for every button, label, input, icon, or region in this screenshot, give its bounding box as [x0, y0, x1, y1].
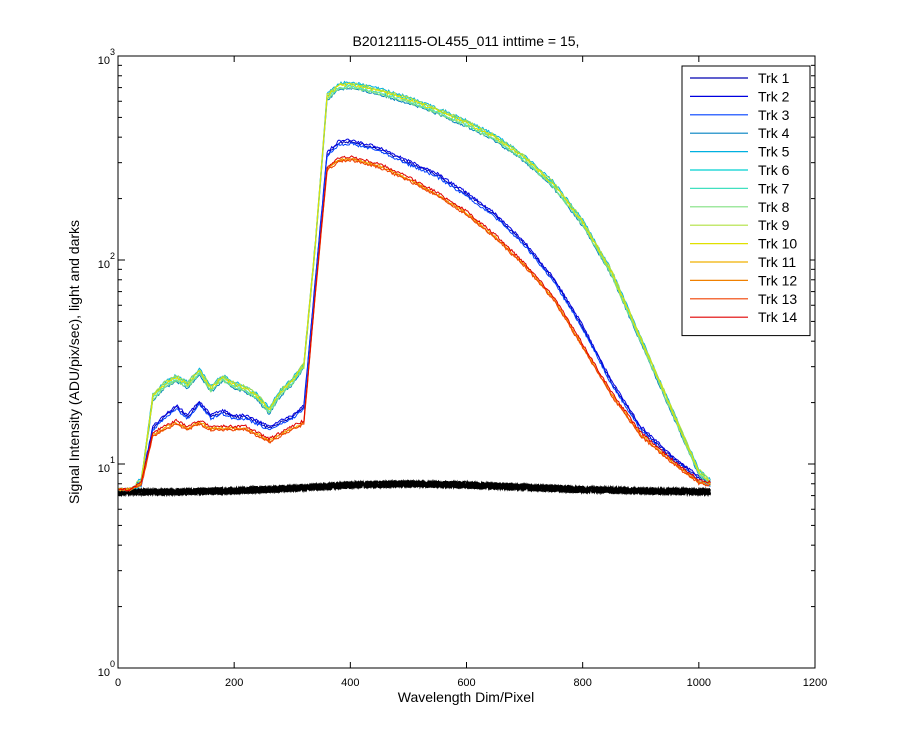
legend-label: Trk 10	[758, 236, 797, 252]
dark-frame-line	[117, 479, 711, 498]
y-tick-exponent: 0	[110, 659, 115, 669]
legend-label: Trk 3	[758, 107, 790, 123]
y-tick-exponent: 3	[110, 47, 115, 57]
series-line-9	[117, 82, 711, 492]
y-axis-label: Signal Intensity (ADU/pix/sec), light an…	[66, 220, 82, 504]
legend-label: Trk 14	[758, 309, 797, 325]
y-tick-label: 10	[98, 55, 110, 67]
series-line-3	[117, 142, 711, 491]
legend-label: Trk 4	[758, 125, 790, 141]
dark-frame-line	[117, 479, 711, 498]
legend-label: Trk 7	[758, 180, 790, 196]
x-tick-label: 800	[573, 677, 591, 689]
series-line-14	[117, 155, 711, 492]
x-tick-label: 600	[457, 677, 475, 689]
y-tick-exponent: 1	[110, 455, 115, 465]
x-tick-label: 1200	[803, 677, 827, 689]
x-axis: 0 200 400 600 800 1000 1200	[115, 56, 827, 689]
y-tick-label: 10	[98, 259, 110, 271]
x-tick-label: 1000	[687, 677, 711, 689]
y-tick-label: 10	[98, 667, 110, 679]
chart-title: B20121115-OL455_011 inttime = 15,	[353, 33, 580, 49]
legend-label: Trk 12	[758, 272, 797, 288]
legend-label: Trk 8	[758, 199, 790, 215]
series-line-2	[117, 138, 711, 492]
x-tick-label: 400	[341, 677, 359, 689]
series-line-10	[117, 82, 711, 492]
x-axis-label: Wavelength Dim/Pixel	[398, 689, 534, 705]
legend-label: Trk 1	[758, 70, 790, 86]
legend-label: Trk 5	[758, 144, 790, 160]
plot-area	[117, 80, 711, 498]
x-tick-label: 200	[225, 677, 243, 689]
y-tick-exponent: 2	[110, 251, 115, 261]
y-tick-label: 10	[98, 463, 110, 475]
legend-label: Trk 2	[758, 88, 790, 104]
legend-box	[681, 65, 811, 337]
legend-label: Trk 13	[758, 291, 797, 307]
legend-label: Trk 6	[758, 162, 790, 178]
legend-label: Trk 9	[758, 217, 790, 233]
legend: Trk 1 Trk 2 Trk 3 Trk 4 Trk 5 Trk 6 Trk 7 Trk 8…	[681, 65, 811, 337]
series-line-13	[117, 158, 711, 492]
legend-label: Trk 11	[758, 254, 796, 270]
x-tick-label: 0	[115, 677, 121, 689]
